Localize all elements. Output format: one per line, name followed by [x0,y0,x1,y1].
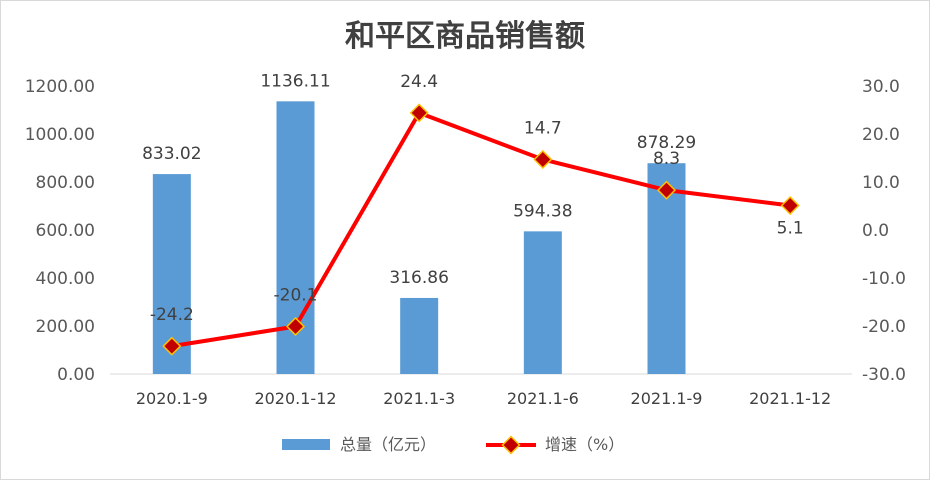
legend-swatch-bars [282,439,330,450]
y-axis-left-ticks: 0.00 200.00 400.00 600.00 800.00 1000.00 1200.… [25,77,95,385]
legend-label-bars: 总量（亿元） [340,435,436,454]
y-right-tick-label: -10.0 [862,269,906,289]
bar-data-labels: 833.02 1136.11 316.86 594.38 878.29 [142,71,696,288]
y-left-tick-label: 1200.00 [25,77,95,97]
line-marker [162,336,182,356]
x-tick-label: 2021.1-6 [507,389,579,408]
y-right-tick-label: -20.0 [862,317,906,337]
y-right-tick-label: 30.0 [862,77,900,97]
y-axis-right-ticks: -30.0 -20.0 -10.0 0.0 10.0 20.0 30.0 [862,77,906,385]
x-axis-ticks: 2020.1-9 2020.1-12 2021.1-3 2021.1-6 2021.1-… [136,389,831,408]
line-value-label: 14.7 [524,118,562,138]
y-left-tick-label: 0.00 [57,365,95,385]
y-right-tick-label: 0.0 [862,221,889,241]
bar-value-label: 878.29 [637,133,696,153]
legend: 总量（亿元） 增速（%） [282,435,624,455]
line-value-label: 24.4 [400,72,438,92]
x-tick-label: 2021.1-12 [749,389,831,408]
growth-line [171,110,791,349]
x-tick-label: 2021.1-9 [631,389,703,408]
line-value-label: 5.1 [777,219,804,239]
y-left-tick-label: 200.00 [36,317,95,337]
y-left-tick-label: 1000.00 [25,125,95,145]
y-left-tick-label: 600.00 [36,221,95,241]
y-right-tick-label: -30.0 [862,365,906,385]
legend-label-line: 增速（%） [545,435,624,454]
bar-value-label: 316.86 [389,268,448,288]
bar [523,231,562,374]
x-tick-label: 2020.1-9 [136,389,208,408]
line-marker [656,180,677,200]
line-marker [409,103,429,123]
line-value-label: -20.1 [274,285,318,305]
y-left-tick-label: 800.00 [36,173,95,193]
line-marker [285,316,306,337]
line-value-label: 8.3 [653,149,680,169]
line-marker [533,149,553,169]
x-tick-label: 2021.1-3 [383,389,455,408]
line-series [171,110,791,349]
x-tick-label: 2020.1-12 [254,389,336,408]
legend-marker-line [501,435,521,455]
line-markers [162,103,800,356]
line-marker [780,195,800,216]
chart-title: 和平区商品销售额 [345,19,585,54]
bar-value-label: 594.38 [513,201,572,221]
bar-value-label: 1136.11 [260,71,330,91]
bar [400,297,439,374]
y-right-tick-label: 20.0 [862,125,900,145]
bar-value-label: 833.02 [142,144,201,164]
line-value-label: -24.2 [150,305,194,325]
y-right-tick-label: 10.0 [862,173,900,193]
line-data-labels: -24.2 -20.1 24.4 14.7 8.3 5.1 [150,72,804,325]
y-left-tick-label: 400.00 [36,269,95,289]
